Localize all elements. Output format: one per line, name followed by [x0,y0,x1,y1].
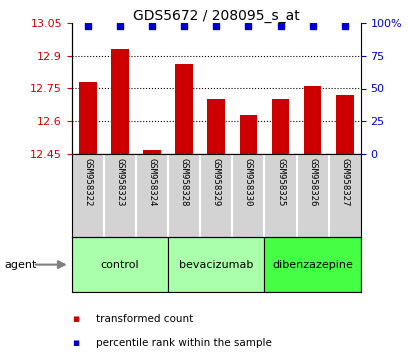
Text: GSM958324: GSM958324 [147,158,156,206]
Text: transformed count: transformed count [96,314,193,324]
Text: bevacizumab: bevacizumab [179,259,253,270]
Bar [335,95,353,154]
Text: GSM958330: GSM958330 [243,158,252,206]
Text: GSM958328: GSM958328 [179,158,188,206]
Text: GSM958326: GSM958326 [308,158,316,206]
Bar [175,64,193,154]
Bar [72,237,168,292]
Bar [271,99,289,154]
Text: ◾: ◾ [72,338,79,348]
Text: percentile rank within the sample: percentile rank within the sample [96,338,272,348]
Text: GDS5672 / 208095_s_at: GDS5672 / 208095_s_at [133,9,299,23]
Text: dibenzazepine: dibenzazepine [272,259,352,270]
Text: control: control [100,259,139,270]
Bar [239,115,256,154]
Bar [168,237,264,292]
Bar [303,86,321,154]
Bar [143,150,160,154]
Text: ◾: ◾ [72,314,79,324]
Bar [111,49,128,154]
Text: GSM958327: GSM958327 [339,158,348,206]
Bar [264,237,360,292]
Text: agent: agent [4,259,36,270]
Bar [79,82,97,154]
Text: GSM958322: GSM958322 [83,158,92,206]
Text: GSM958325: GSM958325 [275,158,284,206]
Text: GSM958323: GSM958323 [115,158,124,206]
Bar [207,99,225,154]
Text: GSM958329: GSM958329 [211,158,220,206]
